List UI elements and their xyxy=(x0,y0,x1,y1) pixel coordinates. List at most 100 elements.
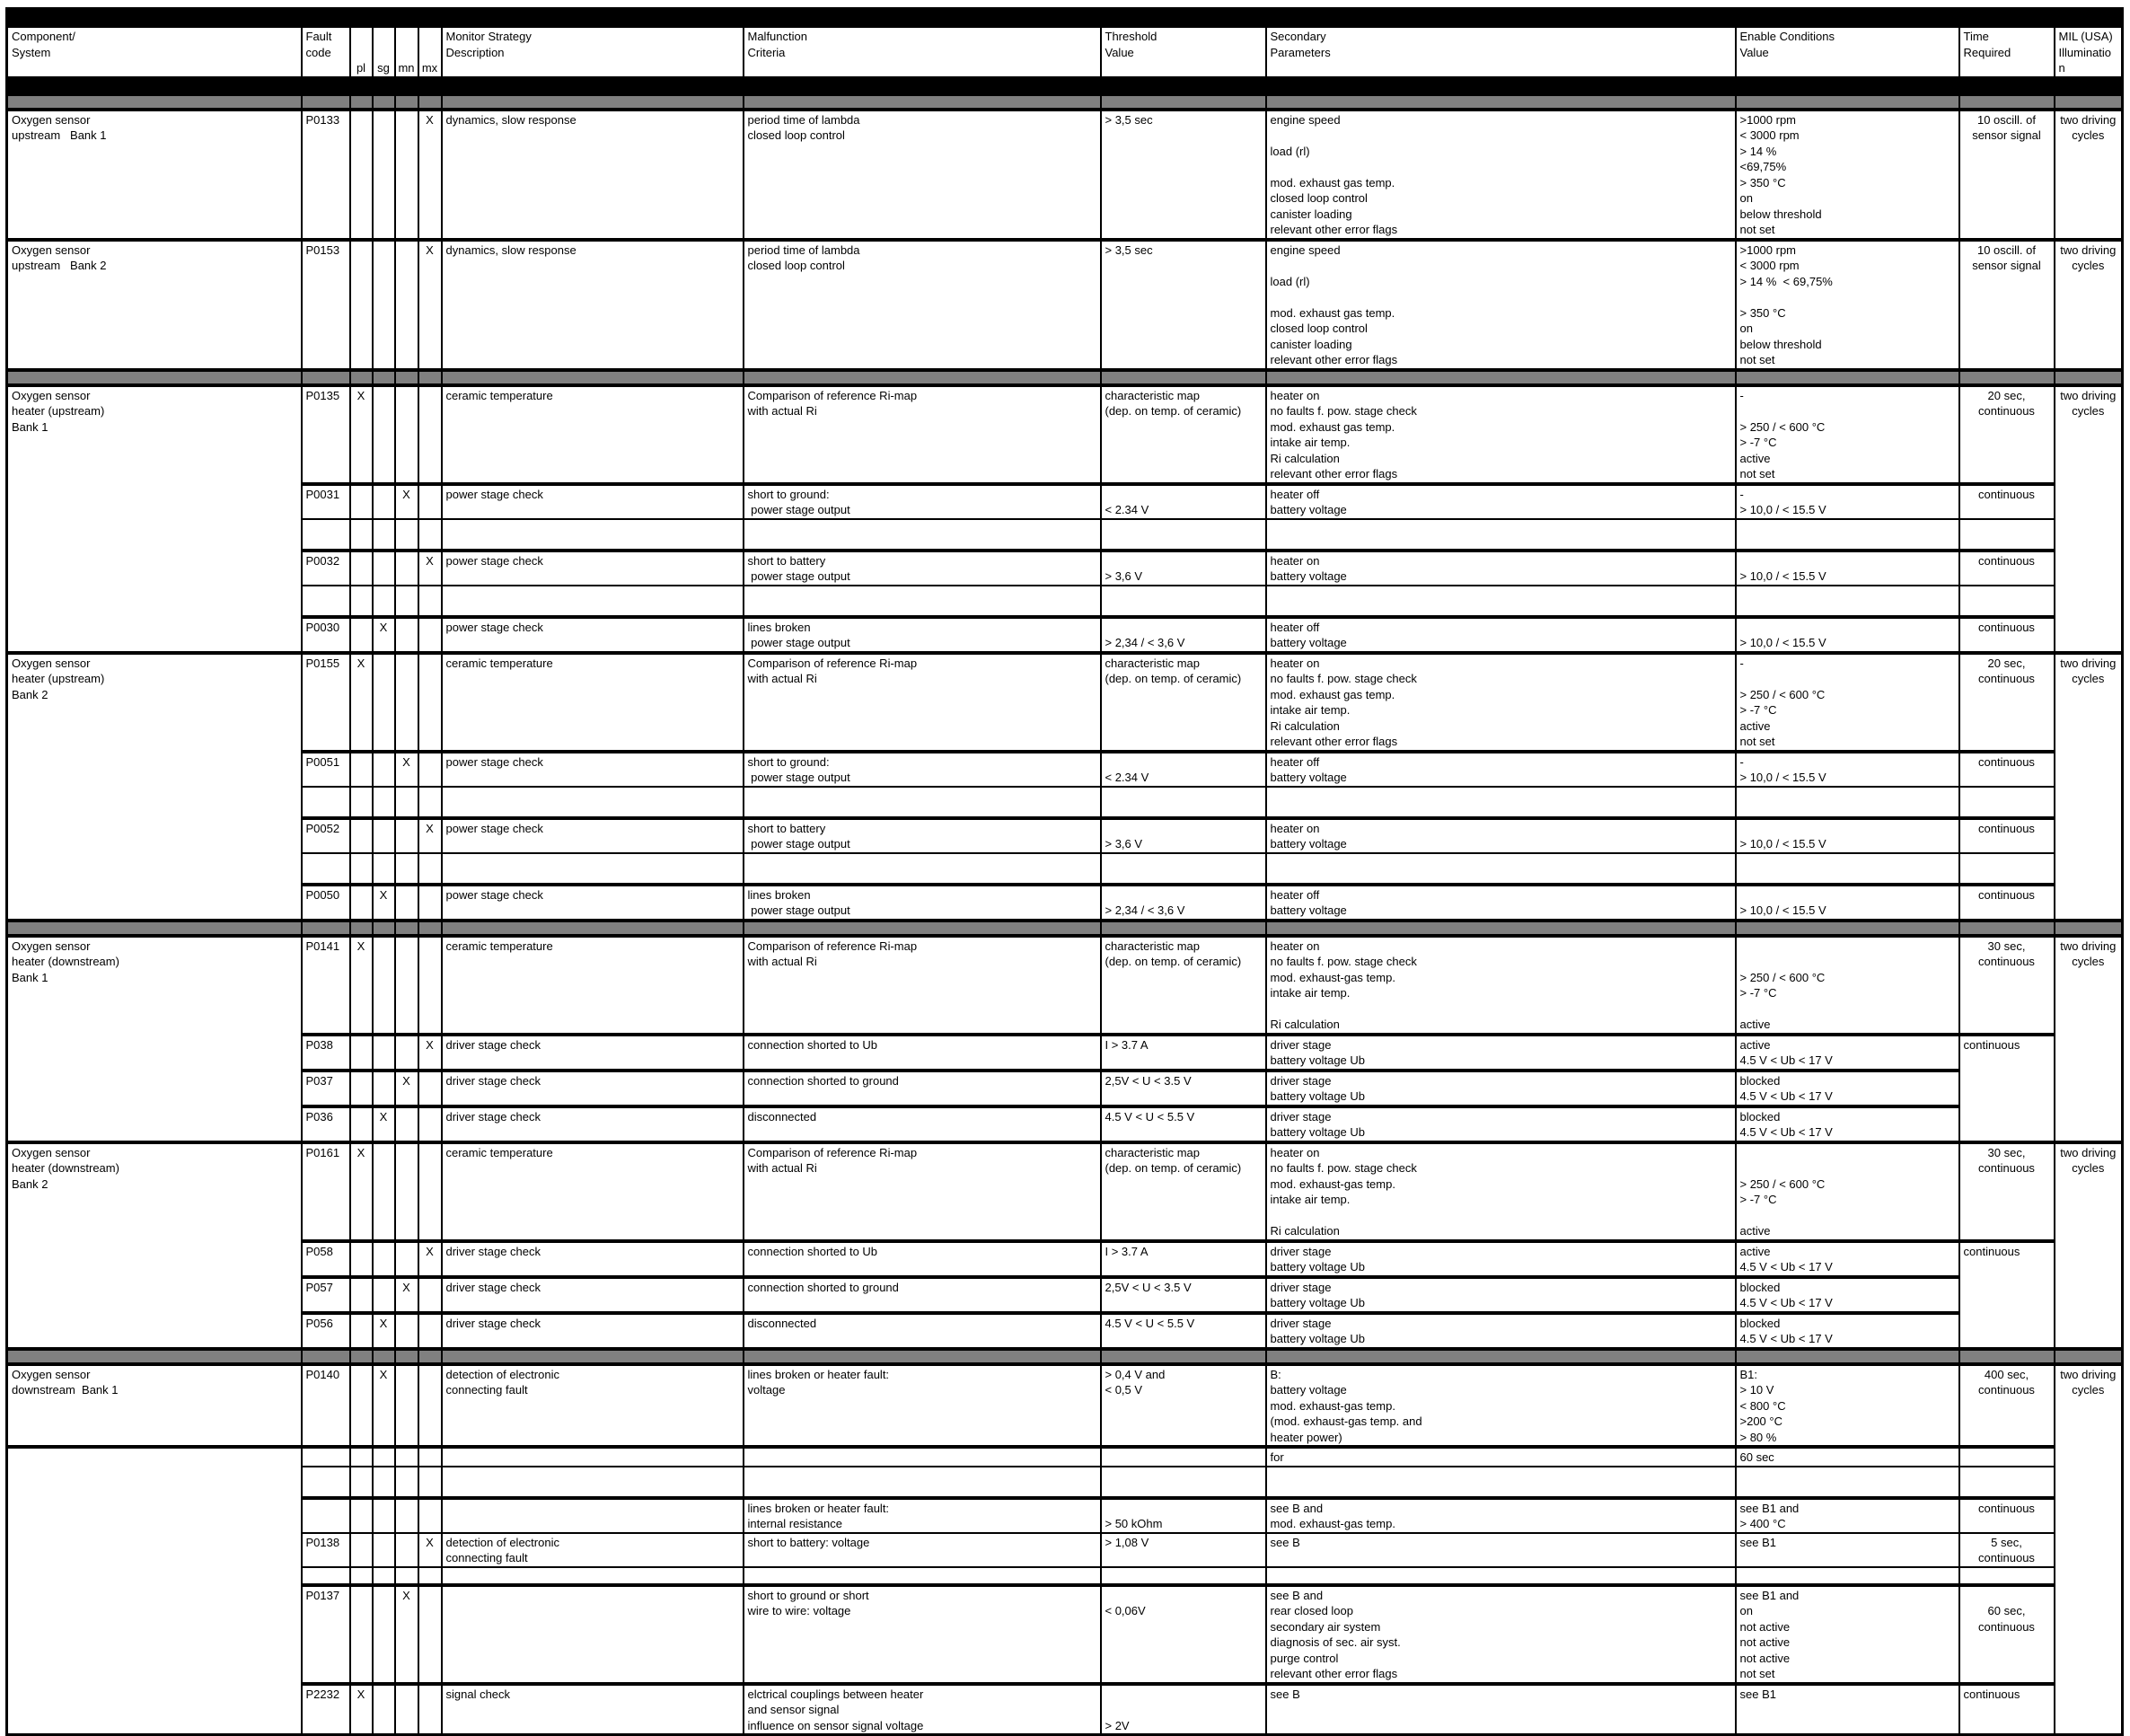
monitor-cell xyxy=(440,851,744,886)
secondary-cell: driver stage battery voltage Ub xyxy=(1264,1104,1737,1143)
mx-cell xyxy=(417,1274,443,1314)
monitor-cell: power stage check xyxy=(440,614,744,654)
mn-cell xyxy=(393,1032,419,1071)
sg-cell xyxy=(371,1495,396,1534)
row-separator xyxy=(5,367,2124,387)
pl-cell xyxy=(348,1495,374,1534)
fault-cell: P0032 xyxy=(300,548,351,586)
enable-cell: - > 10,0 / < 15.5 V xyxy=(1734,481,1960,520)
malfunction-cell: short to ground: power stage output xyxy=(742,481,1102,520)
fault-cell: P0141 xyxy=(300,933,351,1035)
enable-cell: active 4.5 V < Ub < 17 V xyxy=(1734,1032,1960,1071)
secondary-cell xyxy=(1264,517,1737,551)
malfunction-cell: lines broken power stage output xyxy=(742,882,1102,921)
monitor-cell: driver stage check xyxy=(440,1238,744,1278)
pl-cell xyxy=(348,92,374,111)
secondary-cell xyxy=(1264,785,1737,819)
sg-cell xyxy=(371,548,396,586)
secondary-cell xyxy=(1264,92,1737,111)
component-header: Component/ System xyxy=(5,26,303,78)
monitor-cell xyxy=(440,1445,744,1467)
mn-cell: X xyxy=(393,481,419,520)
enable-cell: - > 10,0 / < 15.5 V xyxy=(1734,749,1960,788)
monitor-cell xyxy=(440,1465,744,1499)
mx-cell xyxy=(417,1445,443,1467)
sg-cell xyxy=(371,237,396,371)
time-cell: continuous xyxy=(1958,882,2055,921)
row-blank xyxy=(7,584,2123,618)
secondary-cell: heater on no faults f. pow. stage check … xyxy=(1264,650,1737,753)
mx-cell xyxy=(417,584,443,618)
mx-cell xyxy=(417,367,443,387)
secondary-cell: heater off battery voltage xyxy=(1264,614,1737,654)
pl-cell xyxy=(348,1310,374,1350)
threshold-cell: > 3,6 V xyxy=(1099,815,1267,854)
mx-cell xyxy=(417,1310,443,1350)
mil-cell: two driving cycles xyxy=(2053,107,2124,241)
mil-header: MIL (USA) Illumination xyxy=(2053,26,2124,78)
time-cell xyxy=(1958,1346,2055,1366)
enable-cell xyxy=(1734,918,1960,938)
time-cell: continuous xyxy=(1958,1032,2055,1143)
secondary-cell: heater off battery voltage xyxy=(1264,481,1737,520)
secondary-cell: heater on no faults f. pow. stage check … xyxy=(1264,933,1737,1035)
malfunction-cell: connection shorted to ground xyxy=(742,1274,1102,1314)
malfunction-cell: elctrical couplings between heater and s… xyxy=(742,1681,1102,1736)
time-cell: 5 sec, continuous xyxy=(1958,1531,2055,1568)
enable-cell: > 10,0 / < 15.5 V xyxy=(1734,548,1960,586)
malfunction-cell: disconnected xyxy=(742,1310,1102,1350)
time-cell xyxy=(1958,584,2055,618)
malfunction-cell: lines broken power stage output xyxy=(742,614,1102,654)
enable-cell xyxy=(1734,517,1960,551)
enable-cell xyxy=(1734,367,1960,387)
component-cell xyxy=(5,367,303,387)
enable-cell: > 250 / < 600 °C > -7 °C active xyxy=(1734,933,1960,1035)
secondary-cell: heater on battery voltage xyxy=(1264,815,1737,854)
enable-cell: blocked 4.5 V < Ub < 17 V xyxy=(1734,1310,1960,1350)
monitor-cell: signal check xyxy=(440,1681,744,1736)
mn-cell xyxy=(393,918,419,938)
pl-cell xyxy=(348,882,374,921)
enable-cell: > 250 / < 600 °C > -7 °C active xyxy=(1734,1140,1960,1242)
fault-cell xyxy=(300,1565,351,1586)
mn-cell xyxy=(393,1140,419,1242)
pl-cell xyxy=(348,367,374,387)
pl-cell xyxy=(348,1465,374,1499)
span-cell xyxy=(6,76,2123,94)
malfunction-cell: short to ground: power stage output xyxy=(742,749,1102,788)
enable-cell: 60 sec xyxy=(1734,1445,1960,1467)
secondary-cell xyxy=(1264,1465,1737,1499)
time-cell: continuous xyxy=(1958,749,2055,788)
fault-cell xyxy=(300,367,351,387)
sg-cell xyxy=(371,851,396,886)
threshold-cell: > 2,34 / < 3,6 V xyxy=(1099,614,1267,654)
fault-cell: P0050 xyxy=(300,882,351,921)
pl-cell xyxy=(348,1274,374,1314)
threshold-cell: characteristic map (dep. on temp. of cer… xyxy=(1099,650,1267,753)
monitor-cell: ceramic temperature xyxy=(440,383,744,485)
enable-cell: B1: > 10 V < 800 °C >200 °C > 80 % xyxy=(1734,1361,1960,1448)
top-black-bar xyxy=(6,8,2123,27)
malfunction-cell: lines broken or heater fault: internal r… xyxy=(742,1495,1102,1534)
fault-cell: P0031 xyxy=(300,481,351,520)
enable-cell xyxy=(1734,851,1960,886)
row-blank xyxy=(7,1565,2123,1586)
mn-cell: X xyxy=(393,1274,419,1314)
fault-cell: P057 xyxy=(300,1274,351,1314)
mn-cell xyxy=(393,785,419,819)
secondary-cell: heater off battery voltage xyxy=(1264,749,1737,788)
enable-cell: see B1 and > 400 °C xyxy=(1734,1495,1960,1534)
fault-cell xyxy=(300,918,351,938)
mil-cell xyxy=(2053,367,2124,387)
sg-cell xyxy=(371,815,396,854)
mil-cell: two driving cycles xyxy=(2053,933,2124,1143)
sg-cell xyxy=(371,650,396,753)
threshold-cell: 4.5 V < U < 5.5 V xyxy=(1099,1310,1267,1350)
enable-cell xyxy=(1734,584,1960,618)
threshold-cell xyxy=(1099,918,1267,938)
monitor-cell: driver stage check xyxy=(440,1068,744,1107)
malfunction-cell: lines broken or heater fault: voltage xyxy=(742,1361,1102,1448)
